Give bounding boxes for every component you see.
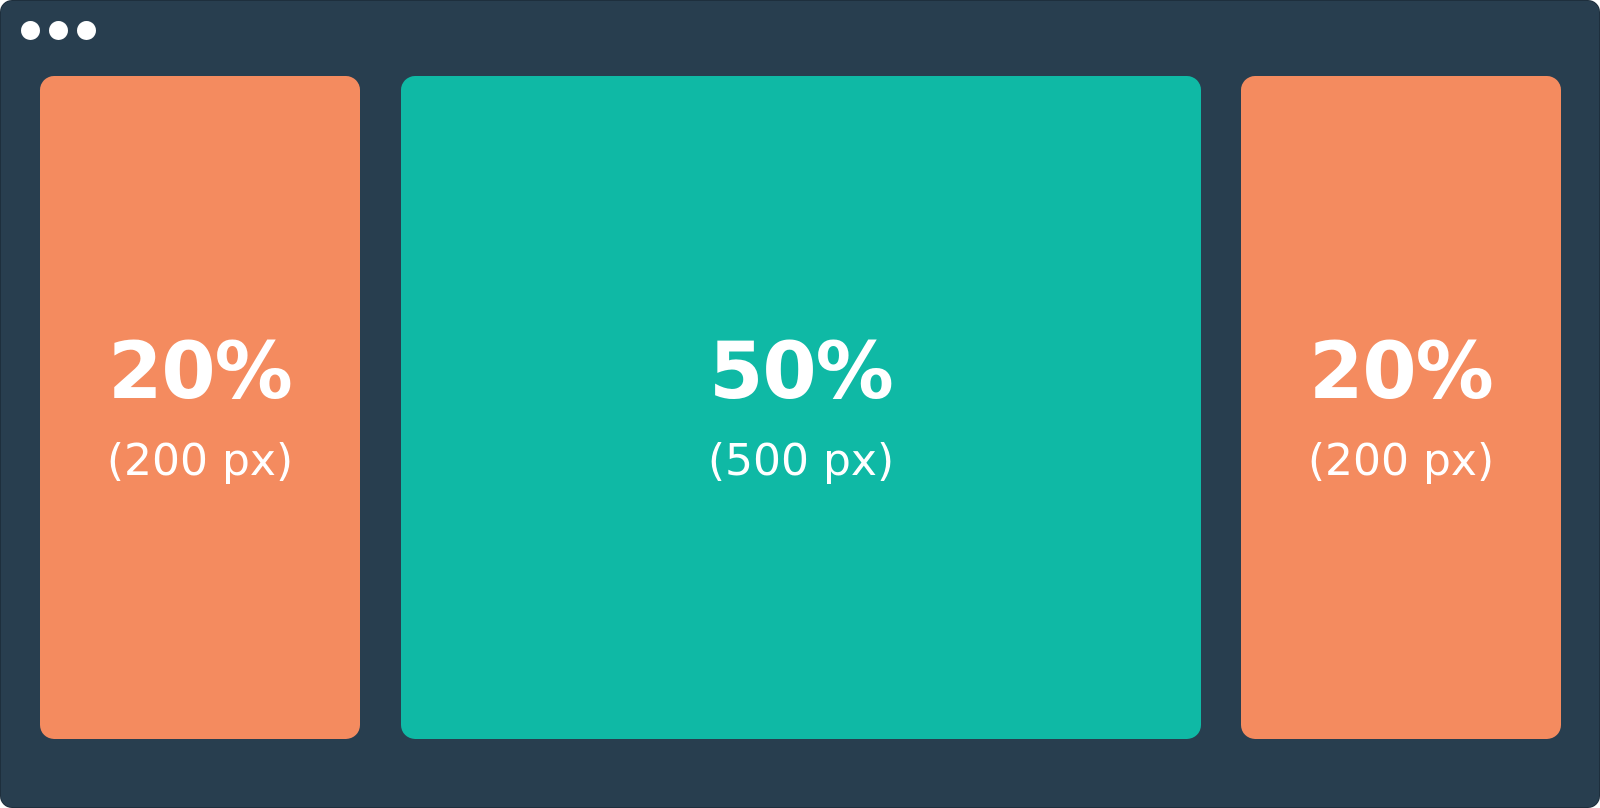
panel-pixel-label: (500 px): [707, 434, 895, 486]
window-dot-icon[interactable]: [77, 21, 96, 40]
main-content-panel: 50% (500 px): [401, 76, 1201, 739]
left-sidebar-panel: 20% (200 px): [40, 76, 360, 739]
panel-pixel-label: (200 px): [1307, 434, 1495, 486]
window-dot-icon[interactable]: [21, 21, 40, 40]
right-sidebar-panel: 20% (200 px): [1241, 76, 1561, 739]
panel-pixel-label: (200 px): [106, 434, 294, 486]
window-dot-icon[interactable]: [49, 21, 68, 40]
panel-percent-label: 50%: [709, 326, 894, 417]
window-controls: [21, 21, 96, 40]
panel-percent-label: 20%: [1309, 326, 1494, 417]
panel-percent-label: 20%: [108, 326, 293, 417]
